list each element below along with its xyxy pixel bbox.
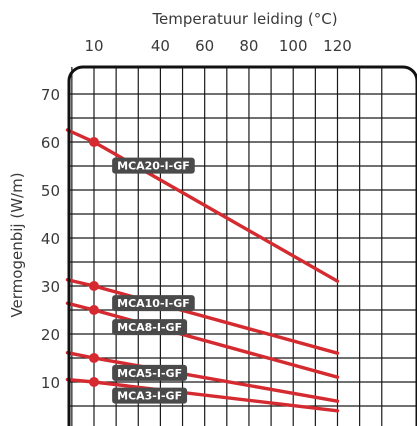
series-label: MCA10-I-GF <box>112 295 195 312</box>
series-label: MCA20-I-GF <box>112 157 195 174</box>
x-tick-label: 10 <box>84 37 103 55</box>
plot-frame <box>67 65 417 426</box>
series-label-bg <box>112 295 195 312</box>
x-tick-label: 100 <box>279 37 308 55</box>
series-label-text: MCA20-I-GF <box>117 160 190 173</box>
y-tick-label: 40 <box>41 230 60 248</box>
series-marker <box>89 281 99 291</box>
series-label-text: MCA3-I-GF <box>117 390 182 403</box>
series-label-bg <box>112 157 195 174</box>
y-tick-label: 10 <box>41 374 60 392</box>
series-label-text: MCA8-I-GF <box>117 321 182 334</box>
x-tick-label: 60 <box>195 37 214 55</box>
x-tick-label: 40 <box>151 37 170 55</box>
y-tick-label: 50 <box>41 182 60 200</box>
y-tick-label: 70 <box>41 86 60 104</box>
x-tick-label: 120 <box>323 37 352 55</box>
series-label: MCA3-I-GF <box>112 387 188 404</box>
series-group: MCA20-I-GF MCA10-I-GF MCA8-I-GF MCA5-I-GF MC… <box>65 128 340 413</box>
series-marker <box>89 137 99 147</box>
x-tick-label: 80 <box>239 37 258 55</box>
grid <box>69 67 417 426</box>
x-axis-title: Temperatuur leiding (°C) <box>151 10 337 28</box>
series-label-text: MCA5-I-GF <box>117 367 182 380</box>
y-tick-labels: 10 20 30 40 50 60 70 <box>41 86 60 392</box>
series-label: MCA5-I-GF <box>112 364 188 381</box>
series-label: MCA8-I-GF <box>112 319 188 336</box>
y-tick-label: 20 <box>41 326 60 344</box>
series-line <box>65 128 340 283</box>
y-tick-label: 60 <box>41 134 60 152</box>
series-label-bg <box>112 364 188 381</box>
series-marker <box>89 353 99 363</box>
series-marker <box>89 377 99 387</box>
y-axis-title: Vermogenbij (W/m) <box>8 172 26 317</box>
series-label-bg <box>112 387 188 404</box>
y-tick-label: 30 <box>41 278 60 296</box>
series-line <box>65 278 340 355</box>
series-marker <box>89 305 99 315</box>
series-label-text: MCA10-I-GF <box>117 297 190 310</box>
x-tick-labels: 10 40 60 80 100 120 <box>84 37 351 55</box>
series-label-bg <box>112 319 188 336</box>
